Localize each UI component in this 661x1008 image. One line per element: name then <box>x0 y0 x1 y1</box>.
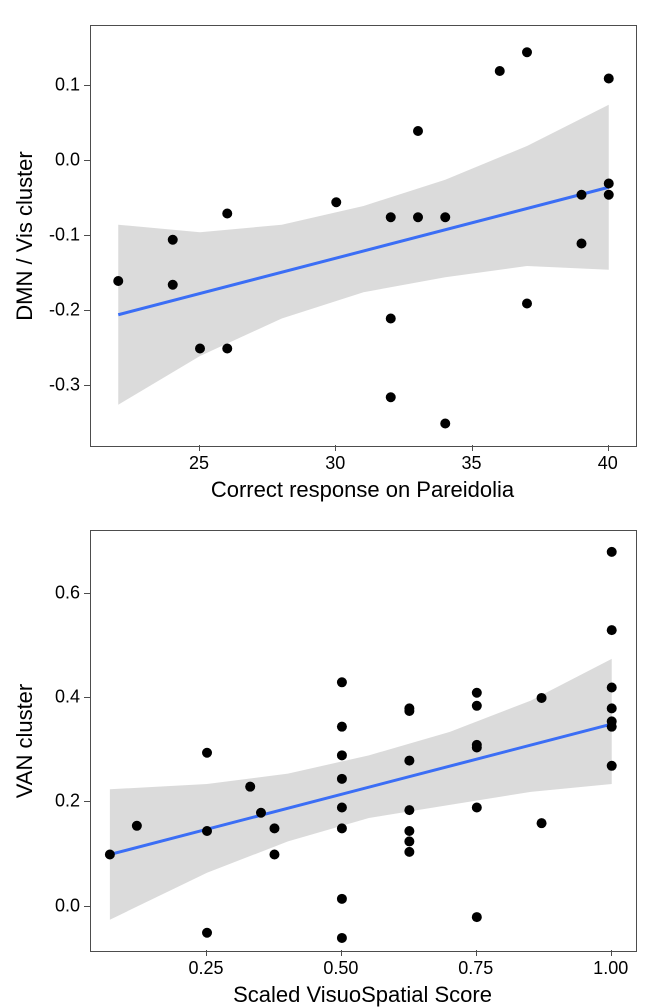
data-point <box>386 212 396 222</box>
data-point <box>413 212 423 222</box>
data-point <box>404 836 414 846</box>
data-point <box>604 74 614 84</box>
data-point <box>537 693 547 703</box>
data-point <box>472 803 482 813</box>
confidence-ribbon <box>118 105 609 405</box>
data-point <box>472 743 482 753</box>
y-tick-label: 0.4 <box>55 686 80 707</box>
data-point <box>577 190 587 200</box>
data-point <box>269 849 279 859</box>
data-point <box>337 677 347 687</box>
y-tick-label: 0.0 <box>55 895 80 916</box>
data-point <box>132 821 142 831</box>
data-point <box>337 750 347 760</box>
data-point <box>404 756 414 766</box>
data-point <box>607 683 617 693</box>
x-tick-label: 25 <box>189 453 209 474</box>
data-point <box>404 805 414 815</box>
data-point <box>577 239 587 249</box>
bottom-x-axis-label: Scaled VisuoSpatial Score <box>90 982 635 1008</box>
data-point <box>195 344 205 354</box>
y-tick-label: 0.6 <box>55 582 80 603</box>
data-point <box>472 701 482 711</box>
data-point <box>472 688 482 698</box>
data-point <box>604 190 614 200</box>
y-tick-label: -0.2 <box>49 300 80 321</box>
data-point <box>607 625 617 635</box>
data-point <box>113 276 123 286</box>
data-point <box>413 126 423 136</box>
data-point <box>331 197 341 207</box>
y-tick-label: 0.2 <box>55 791 80 812</box>
x-tick-label: 0.75 <box>458 958 493 979</box>
y-tick-label: -0.3 <box>49 375 80 396</box>
data-point <box>495 66 505 76</box>
data-point <box>386 392 396 402</box>
bottom-y-axis-label: VAN cluster <box>12 641 38 841</box>
data-point <box>168 280 178 290</box>
top-scatter-plot <box>90 25 637 447</box>
data-point <box>269 823 279 833</box>
y-tick-label: 0.1 <box>55 75 80 96</box>
data-point <box>404 826 414 836</box>
y-tick-label: -0.1 <box>49 225 80 246</box>
data-point <box>337 722 347 732</box>
data-point <box>337 823 347 833</box>
plot-svg <box>91 531 636 951</box>
data-point <box>168 235 178 245</box>
data-point <box>607 547 617 557</box>
data-point <box>222 209 232 219</box>
data-point <box>537 818 547 828</box>
data-point <box>256 808 266 818</box>
x-tick-label: 35 <box>461 453 481 474</box>
data-point <box>337 803 347 813</box>
data-point <box>607 761 617 771</box>
data-point <box>337 774 347 784</box>
data-point <box>607 703 617 713</box>
data-point <box>245 782 255 792</box>
data-point <box>386 314 396 324</box>
data-point <box>522 299 532 309</box>
x-tick-label: 30 <box>325 453 345 474</box>
data-point <box>202 748 212 758</box>
data-point <box>404 706 414 716</box>
x-tick-label: 1.00 <box>593 958 628 979</box>
data-point <box>607 722 617 732</box>
data-point <box>604 179 614 189</box>
figure-container: DMN / Vis cluster Correct response on Pa… <box>0 0 661 999</box>
data-point <box>472 912 482 922</box>
data-point <box>404 847 414 857</box>
data-point <box>337 933 347 943</box>
data-point <box>202 826 212 836</box>
x-tick-label: 0.50 <box>323 958 358 979</box>
data-point <box>522 47 532 57</box>
data-point <box>222 344 232 354</box>
data-point <box>337 894 347 904</box>
data-point <box>440 212 450 222</box>
plot-svg <box>91 26 636 446</box>
top-y-axis-label: DMN / Vis cluster <box>12 136 38 336</box>
bottom-scatter-plot <box>90 530 637 952</box>
top-x-axis-label: Correct response on Pareidolia <box>90 477 635 503</box>
y-tick-label: 0.0 <box>55 150 80 171</box>
x-tick-label: 0.25 <box>188 958 223 979</box>
x-tick-label: 40 <box>598 453 618 474</box>
data-point <box>105 849 115 859</box>
data-point <box>440 419 450 429</box>
data-point <box>202 928 212 938</box>
